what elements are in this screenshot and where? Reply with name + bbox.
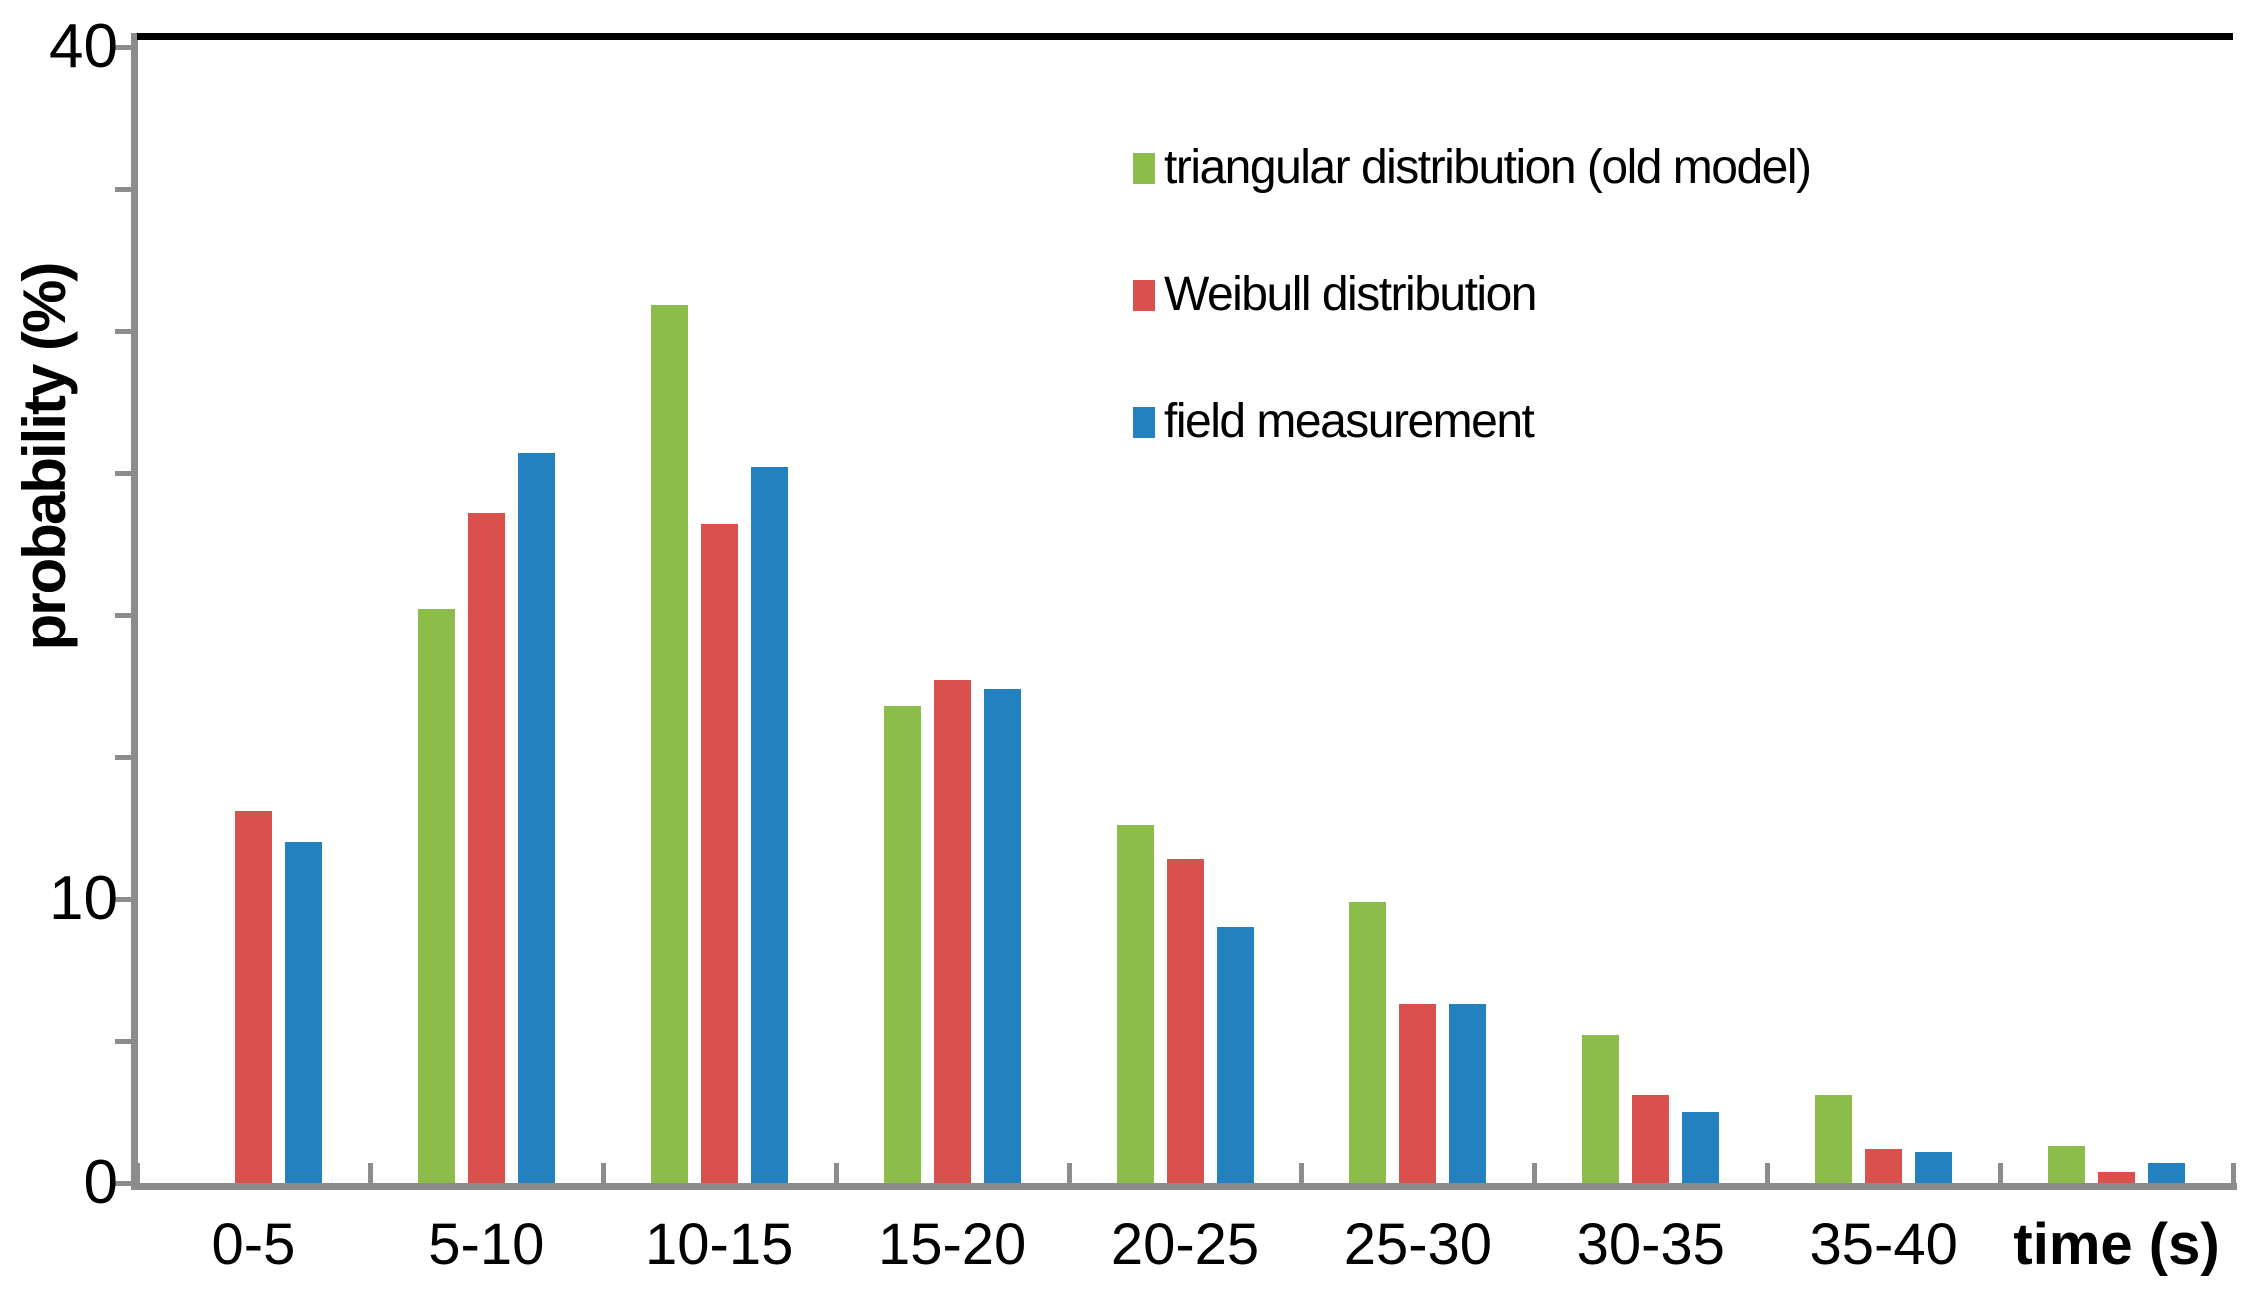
- bar: [750, 467, 788, 1183]
- x-category-label: 20-25: [1110, 1212, 1260, 1277]
- x-category-label: 5-10: [428, 1212, 545, 1277]
- x-tick: [1998, 1163, 2004, 1183]
- y-tick: [115, 1181, 137, 1186]
- x-tick: [1066, 1163, 1072, 1183]
- x-axis-title: time (s): [2013, 1212, 2220, 1277]
- x-tick: [135, 1163, 140, 1183]
- bar: [1216, 927, 1254, 1183]
- bar: [983, 688, 1021, 1183]
- legend-item: triangular distribution (old model): [1133, 141, 1812, 194]
- legend-swatch: [1133, 406, 1155, 438]
- bar: [1915, 1151, 1953, 1183]
- bar: [1349, 901, 1387, 1183]
- bar: [1865, 1148, 1903, 1183]
- x-category-label: 0-5: [211, 1212, 296, 1277]
- y-tick-label: 0: [83, 1148, 118, 1217]
- bar: [933, 680, 971, 1183]
- legend-item: field measurement: [1133, 395, 1535, 448]
- bar: [2098, 1171, 2136, 1183]
- bar: [234, 810, 272, 1183]
- bar: [883, 705, 921, 1183]
- bar: [650, 305, 688, 1183]
- y-tick: [115, 1039, 137, 1044]
- x-category-label: 25-30: [1343, 1212, 1493, 1277]
- y-tick: [115, 755, 137, 760]
- bar: [2048, 1146, 2086, 1183]
- bar: [284, 842, 322, 1183]
- bar: [1682, 1112, 1720, 1183]
- legend-swatch: [1133, 279, 1155, 311]
- bar: [1116, 825, 1154, 1183]
- x-tick: [833, 1163, 839, 1183]
- y-tick: [115, 187, 137, 192]
- x-category-label: 10-15: [645, 1212, 794, 1277]
- y-tick: [115, 329, 137, 334]
- x-tick: [367, 1163, 373, 1183]
- y-tick-label: 40: [49, 12, 118, 81]
- y-tick: [115, 613, 137, 618]
- y-tick: [115, 471, 137, 476]
- x-tick: [2231, 1163, 2236, 1183]
- y-tick: [115, 897, 137, 902]
- x-axis-line: [131, 1183, 2237, 1190]
- legend-item: Weibull distribution: [1133, 268, 1537, 321]
- bar: [417, 609, 455, 1183]
- x-tick: [600, 1163, 606, 1183]
- legend-label: triangular distribution (old model): [1164, 141, 1812, 194]
- bar: [1449, 1004, 1487, 1183]
- bar: [517, 453, 555, 1183]
- x-tick: [1299, 1163, 1305, 1183]
- legend-label: Weibull distribution: [1164, 268, 1537, 321]
- bar: [1815, 1094, 1853, 1183]
- x-category-label: 30-35: [1576, 1212, 1725, 1277]
- bar: [1166, 859, 1204, 1183]
- bar: [467, 512, 505, 1183]
- x-tick: [1765, 1163, 1771, 1183]
- x-category-label: 15-20: [877, 1212, 1027, 1277]
- y-tick-label: 10: [49, 864, 118, 933]
- y-tick: [115, 45, 137, 50]
- legend-label: field measurement: [1164, 395, 1535, 448]
- bar: [700, 524, 738, 1183]
- bar: [2148, 1163, 2186, 1183]
- plot-top-border: [137, 33, 2233, 40]
- legend-swatch: [1133, 152, 1155, 184]
- y-axis-line: [131, 33, 138, 1190]
- bar: [1632, 1094, 1670, 1183]
- bar: [1399, 1004, 1437, 1183]
- x-category-label: 35-40: [1809, 1212, 1958, 1277]
- x-tick: [1532, 1163, 1538, 1183]
- bar: [1582, 1035, 1620, 1183]
